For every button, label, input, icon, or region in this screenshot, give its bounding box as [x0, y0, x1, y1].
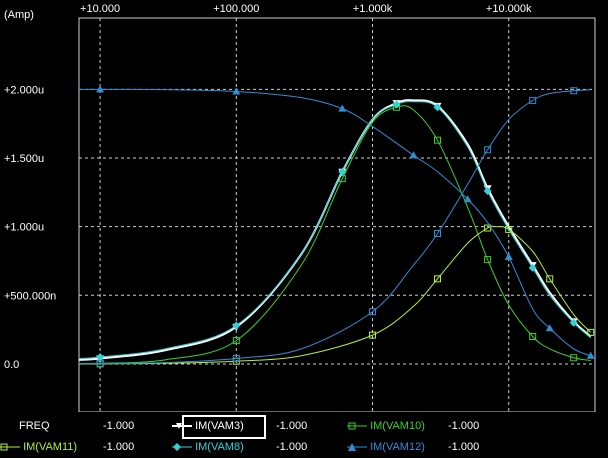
series-im-vam12-line: [78, 88, 591, 357]
legend-label-vam12: IM(VAM12): [370, 441, 425, 453]
legend-value-vam12: -1.000: [448, 441, 480, 453]
series-im-vam8-point: [392, 100, 401, 109]
series-im-vam12-point: [586, 351, 595, 359]
series-im-vam11-point: [484, 224, 492, 232]
series-im-vam10-point: [570, 354, 578, 362]
series-im-vam12-low: [78, 87, 591, 368]
series-im-vam12-low-point: [484, 146, 492, 154]
legend-item-vam8[interactable]: IM(VAM8): [172, 441, 244, 453]
series-im-vam12-point: [338, 104, 347, 112]
legend-value-vam8: -1.000: [276, 441, 308, 453]
series-im-vam10-line: [78, 105, 591, 365]
x-tick-labels: +10.000 +100.000 +1.000k +10.000k: [80, 3, 532, 15]
series-im-vam11-point: [433, 275, 441, 283]
series-im-vam12-low-point: [96, 360, 104, 368]
series-im-vam11-line: [78, 225, 592, 365]
series-im-vam8-point: [232, 321, 241, 330]
legend-swatch-vam10: [347, 422, 367, 430]
x-tick-label: +10.000k: [486, 3, 532, 15]
series-im-vam8-point: [483, 186, 492, 195]
series-im-vam12: [78, 85, 595, 359]
y-tick-label: +500.000n: [4, 290, 56, 302]
x-tick-label: +1.000k: [353, 3, 393, 15]
legend-value-vam10: -1.000: [448, 420, 480, 432]
legend-label-vam3: IM(VAM3): [195, 420, 244, 432]
plot-area: +10.000 +100.000 +1.000k +10.000k +2.000u +1…: [4, 3, 596, 412]
legend-swatch-vam3: [172, 423, 192, 430]
series-im-vam12-point: [409, 151, 418, 159]
series-im-vam12-point: [463, 195, 472, 203]
x-tick-label: +100.000: [213, 3, 259, 15]
legend-label-vam10: IM(VAM10): [370, 420, 425, 432]
series-im-vam10-point: [232, 337, 240, 345]
series-im-vam11-point: [369, 331, 377, 339]
series-im-vam12-low-line: [78, 89, 591, 365]
y-axis-label: (Amp): [4, 9, 34, 21]
series-im-vam11-point: [546, 275, 554, 283]
series-im-vam8-point: [433, 103, 442, 112]
y-tick-label: 0.0: [4, 359, 19, 371]
series-im-vam12-low-point: [570, 87, 578, 95]
series-im-vam12-low-point: [369, 308, 377, 316]
series-im-vam12-low-point: [433, 230, 441, 238]
series-im-vam8-point: [569, 318, 578, 327]
legend-item-vam3[interactable]: IM(VAM3): [172, 420, 244, 432]
series-im-vam11-point: [587, 328, 595, 336]
legend-item-vam11[interactable]: IM(VAM11): [0, 441, 77, 453]
series-im-vam3-line: [78, 99, 592, 361]
legend-freq-value: -1.000: [103, 420, 135, 432]
legend-value-vam11: -1.000: [103, 441, 135, 453]
series-im-vam11-point: [505, 225, 513, 233]
series-im-vam10-point: [433, 136, 441, 144]
series-im-vam12-point: [504, 252, 513, 260]
legend-swatch-vam8: [172, 443, 192, 452]
y-tick-label: +2.000u: [4, 84, 44, 96]
series-im-vam10-point: [529, 332, 537, 340]
series-im-vam8-point: [338, 167, 347, 176]
legend-freq-label: FREQ: [19, 420, 50, 432]
legend-label-vam8: IM(VAM8): [195, 441, 244, 453]
legend-item-vam10[interactable]: IM(VAM10): [347, 420, 425, 432]
legend-swatch-vam11: [0, 443, 20, 451]
y-tick-labels: +2.000u +1.500u +1.000u +500.000n 0.0: [4, 84, 56, 371]
legend-label-vam11: IM(VAM11): [23, 441, 78, 453]
plot-frame: [78, 17, 596, 412]
series-im-vam12-low-point: [232, 354, 240, 362]
series-im-vam8: [78, 100, 592, 362]
legend-value-vam3: -1.000: [276, 420, 308, 432]
series-im-vam8-point: [96, 353, 105, 362]
y-tick-label: +1.500u: [4, 153, 44, 165]
series-im-vam8-line: [78, 101, 592, 359]
series-im-vam12-point: [96, 85, 105, 93]
series-im-vam8-point: [528, 263, 537, 272]
series-im-vam12-point: [545, 324, 554, 332]
x-tick-label: +10.000: [80, 3, 120, 15]
legend: FREQ -1.000 IM(VAM3) -1.000 IM(VAM10) -1…: [0, 412, 608, 458]
series-im-vam10-point: [484, 256, 492, 264]
series-im-vam12-low-point: [529, 96, 537, 104]
series-im-vam12-point: [232, 87, 241, 95]
legend-item-vam12[interactable]: IM(VAM12): [347, 441, 425, 453]
series-group: [78, 85, 595, 368]
y-tick-label: +1.000u: [4, 222, 44, 234]
legend-swatch-vam12: [347, 443, 367, 452]
